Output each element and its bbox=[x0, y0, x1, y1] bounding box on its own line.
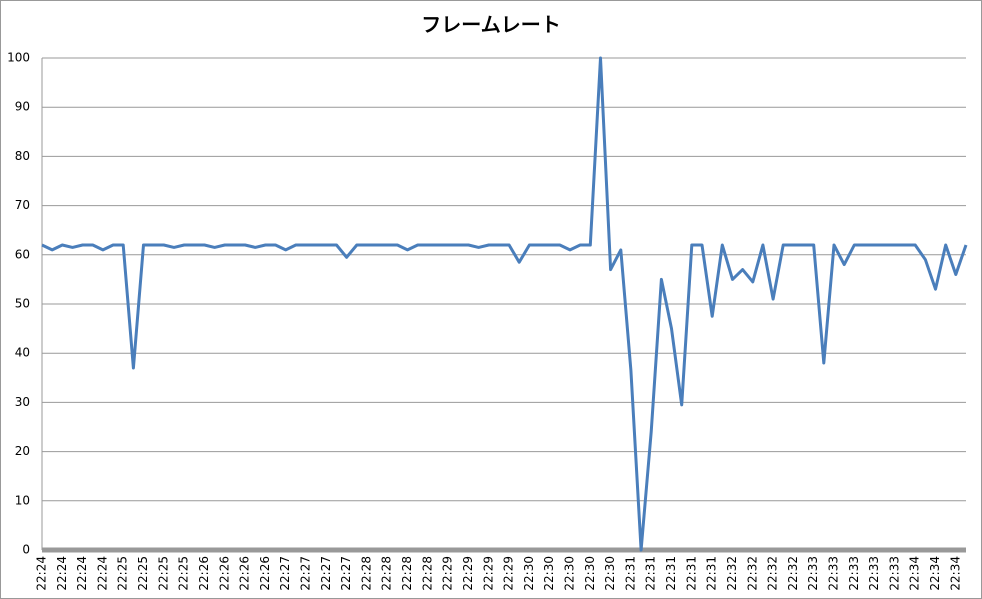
x-tick-label: 22:29 bbox=[502, 556, 516, 591]
x-tick-label: 22:26 bbox=[197, 556, 211, 591]
y-tick-label: 60 bbox=[15, 247, 30, 261]
x-tick-label: 22:30 bbox=[603, 556, 617, 591]
y-tick-label: 90 bbox=[15, 100, 30, 114]
x-tick-label: 22:24 bbox=[35, 556, 49, 591]
x-tick-label: 22:31 bbox=[664, 556, 678, 591]
x-tick-label: 22:33 bbox=[847, 556, 861, 591]
x-tick-label: 22:30 bbox=[583, 556, 597, 591]
x-tick-label: 22:27 bbox=[278, 556, 292, 591]
x-tick-label: 22:31 bbox=[684, 556, 698, 591]
y-tick-label: 70 bbox=[15, 198, 30, 212]
x-tick-label: 22:27 bbox=[339, 556, 353, 591]
y-tick-label: 40 bbox=[15, 346, 30, 360]
x-tick-label: 22:25 bbox=[156, 556, 170, 591]
x-tick-label: 22:32 bbox=[766, 556, 780, 591]
data-line bbox=[41, 56, 968, 552]
x-tick-label: 22:32 bbox=[725, 556, 739, 591]
x-tick-label: 22:27 bbox=[319, 556, 333, 591]
x-tick-label: 22:28 bbox=[380, 556, 394, 591]
x-tick-label: 22:27 bbox=[299, 556, 313, 591]
x-tick-label: 22:28 bbox=[420, 556, 434, 591]
x-tick-label: 22:31 bbox=[644, 556, 658, 591]
x-tick-label: 22:25 bbox=[136, 556, 150, 591]
x-tick-label: 22:30 bbox=[563, 556, 577, 591]
x-tick-label: 22:30 bbox=[542, 556, 556, 591]
x-tick-label: 22:28 bbox=[400, 556, 414, 591]
x-tick-label: 22:31 bbox=[623, 556, 637, 591]
x-tick-label: 22:32 bbox=[786, 556, 800, 591]
x-tick-label: 22:31 bbox=[705, 556, 719, 591]
x-tick-label: 22:25 bbox=[116, 556, 130, 591]
x-tick-label: 22:34 bbox=[948, 556, 962, 591]
y-tick-label: 20 bbox=[15, 444, 30, 458]
x-tick-label: 22:29 bbox=[481, 556, 495, 591]
y-tick-label: 100 bbox=[7, 51, 30, 65]
y-tick-label: 10 bbox=[15, 493, 30, 507]
x-tick-label: 22:26 bbox=[238, 556, 252, 591]
x-tick-label: 22:32 bbox=[745, 556, 759, 591]
x-tick-label: 22:33 bbox=[827, 556, 841, 591]
x-tick-label: 22:24 bbox=[95, 556, 109, 591]
x-tick-label: 22:33 bbox=[806, 556, 820, 591]
y-tick-label: 50 bbox=[15, 297, 30, 311]
x-tick-label: 22:33 bbox=[867, 556, 881, 591]
x-tick-label: 22:29 bbox=[441, 556, 455, 591]
x-tick-label: 22:34 bbox=[908, 556, 922, 591]
x-tick-label: 22:34 bbox=[928, 556, 942, 591]
y-tick-label: 0 bbox=[22, 543, 30, 557]
x-tick-label: 22:24 bbox=[75, 556, 89, 591]
x-tick-label: 22:28 bbox=[359, 556, 373, 591]
chart-title: フレームレート bbox=[421, 13, 560, 37]
x-tick-label: 22:26 bbox=[258, 556, 272, 591]
x-tick-label: 22:33 bbox=[887, 556, 901, 591]
x-tick-label: 22:24 bbox=[55, 556, 69, 591]
x-tick-label: 22:25 bbox=[177, 556, 191, 591]
y-tick-label: 30 bbox=[15, 395, 30, 409]
x-tick-label: 22:30 bbox=[522, 556, 536, 591]
x-tick-label: 22:26 bbox=[217, 556, 231, 591]
y-tick-label: 80 bbox=[15, 149, 30, 163]
x-tick-label: 22:29 bbox=[461, 556, 475, 591]
